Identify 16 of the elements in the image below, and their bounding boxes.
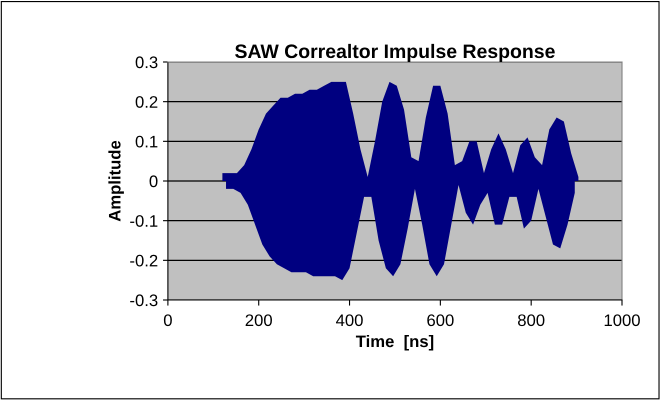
y-tick-label: 0.1 xyxy=(136,136,158,148)
y-tick-label: 0 xyxy=(150,175,158,188)
x-tick-label: 1000 xyxy=(604,314,640,326)
x-tick-label: 600 xyxy=(427,314,454,326)
y-axis-title: Amplitude xyxy=(108,140,124,222)
x-tick-label: 200 xyxy=(246,314,272,326)
chart-title: SAW Correaltor Impulse Response xyxy=(235,44,555,62)
y-tick-label: 0.3 xyxy=(136,56,158,68)
y-tick-label: 0.2 xyxy=(136,96,158,108)
y-tick-label: -0.3 xyxy=(130,294,158,306)
x-tick-label: 0 xyxy=(164,314,172,326)
x-tick-label: 400 xyxy=(336,314,363,326)
y-tick-label: -0.2 xyxy=(130,254,158,267)
x-tick-label: 800 xyxy=(518,314,544,326)
y-tick-label: -0.1 xyxy=(130,215,158,227)
x-axis-title: Time [ns] xyxy=(356,334,434,351)
